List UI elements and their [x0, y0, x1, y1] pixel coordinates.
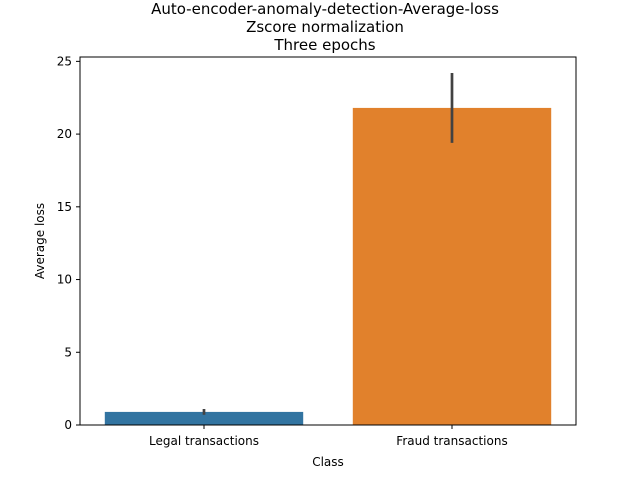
bars-group — [104, 107, 552, 425]
y-tick-label-3: 15 — [57, 200, 72, 214]
y-axis-label: Average loss — [33, 203, 47, 279]
plot-frame — [79, 56, 577, 426]
x-tick-label-1: Fraud transactions — [396, 434, 507, 448]
y-axis-ticks: 0 5 10 15 20 25 — [57, 54, 80, 432]
error-bars-group — [202, 73, 454, 415]
chart-title-line-2: Zscore normalization — [246, 18, 404, 36]
y-tick-label-1: 5 — [64, 345, 72, 359]
y-tick-label-0: 0 — [64, 418, 72, 432]
chart-title-line-3: Three epochs — [273, 36, 375, 54]
chart-title-line-1: Auto-encoder-anomaly-detection-Average-l… — [151, 0, 499, 18]
y-tick-label-4: 20 — [57, 127, 72, 141]
bar-1 — [352, 107, 552, 425]
x-axis-ticks: Legal transactions Fraud transactions — [149, 425, 508, 448]
x-axis-label: Class — [312, 455, 344, 469]
bar-0 — [104, 411, 304, 425]
y-tick-label-2: 10 — [57, 273, 72, 287]
y-tick-label-5: 25 — [57, 54, 72, 68]
x-tick-label-0: Legal transactions — [149, 434, 259, 448]
